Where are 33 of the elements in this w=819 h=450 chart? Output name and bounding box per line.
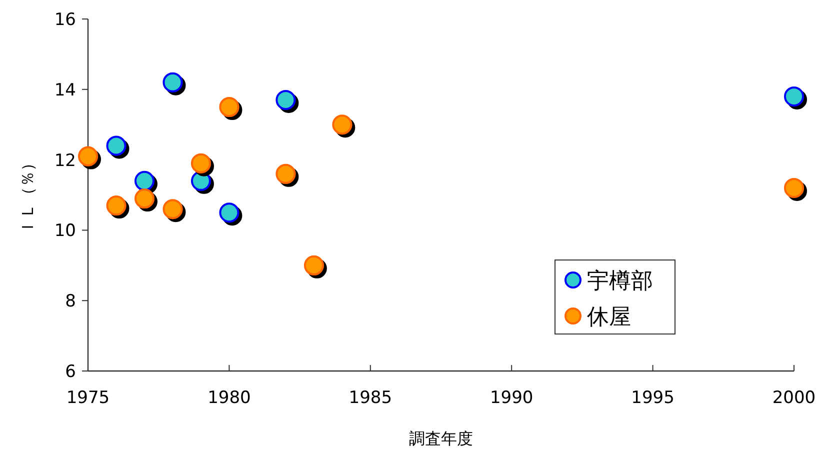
y-axis-title: ＩＬ（％） xyxy=(18,155,37,235)
point xyxy=(78,146,98,166)
point xyxy=(276,90,296,110)
point xyxy=(304,255,324,276)
y-tick-label: 14 xyxy=(54,80,76,100)
x-tick-label: 1990 xyxy=(490,388,534,408)
y-tick-label: 8 xyxy=(65,292,76,312)
point xyxy=(219,97,240,117)
y-tick-label: 12 xyxy=(54,150,76,171)
x-tick-label: 1995 xyxy=(631,388,674,408)
legend-label: 休屋 xyxy=(587,305,631,330)
legend-label: 宇樽部 xyxy=(587,269,653,294)
point xyxy=(190,170,211,191)
point xyxy=(134,170,154,191)
point xyxy=(162,199,183,220)
x-tick-label: 1980 xyxy=(208,388,251,408)
x-axis-title: 調査年度 xyxy=(409,429,473,448)
point xyxy=(219,202,240,223)
point xyxy=(106,136,126,156)
point xyxy=(106,196,126,216)
x-tick-label: 1975 xyxy=(66,388,110,408)
y-tick-label: 16 xyxy=(54,10,76,30)
point xyxy=(162,72,183,92)
point xyxy=(784,178,804,198)
point xyxy=(134,188,154,209)
x-tick-label: 2000 xyxy=(772,388,816,408)
point xyxy=(190,153,211,174)
point xyxy=(332,114,352,135)
point xyxy=(784,86,804,106)
point xyxy=(276,164,296,184)
y-tick-label: 10 xyxy=(54,221,76,242)
x-tick-label: 1985 xyxy=(348,388,392,408)
y-tick-label: 6 xyxy=(65,362,76,382)
